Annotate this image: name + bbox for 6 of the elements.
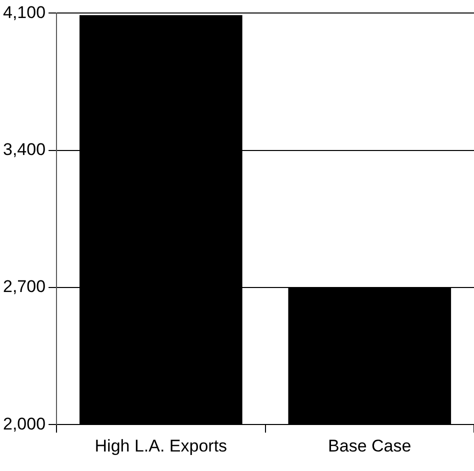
x-tick-label: Base Case [328,436,412,456]
y-tick-label: 2,000 [2,414,46,434]
y-tick-label: 4,100 [2,2,46,22]
x-tick-label: High L.A. Exports [94,436,228,456]
y-tick-label: 3,400 [2,140,46,160]
y-tick-label: 2,700 [2,277,46,296]
